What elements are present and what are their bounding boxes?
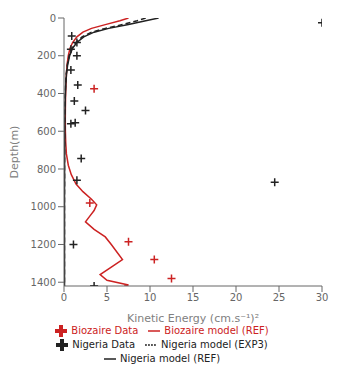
svg-text:10: 10: [144, 292, 157, 303]
html-text:Nigeria Data: Nigeria Data: [72, 339, 136, 350]
svg-text:Depth(m): Depth(m): [8, 126, 21, 179]
svg-text:5: 5: [104, 292, 110, 303]
svg-text:20: 20: [230, 292, 243, 303]
svg-text:800: 800: [37, 164, 56, 175]
svg-text:400: 400: [37, 88, 56, 99]
svg-text:1400: 1400: [31, 277, 56, 288]
svg-text:200: 200: [37, 50, 56, 61]
html-text:Nigeria model (REF): Nigeria model (REF): [120, 353, 220, 364]
svg-text:1000: 1000: [31, 201, 56, 212]
svg-text:25: 25: [273, 292, 286, 303]
svg-text:15: 15: [187, 292, 200, 303]
svg-text:Kinetic Energy (cm.s⁻¹)²: Kinetic Energy (cm.s⁻¹)²: [127, 312, 259, 325]
html-text:Biozaire Data: Biozaire Data: [71, 325, 139, 336]
svg-text:0: 0: [50, 13, 56, 24]
html-text:Biozaire model (REF): Biozaire model (REF): [164, 325, 269, 336]
svg-text:0: 0: [61, 292, 67, 303]
svg-text:1200: 1200: [31, 239, 56, 250]
svg-text:30: 30: [316, 292, 329, 303]
svg-text:600: 600: [37, 126, 56, 137]
html-text:Nigeria model (EXP3): Nigeria model (EXP3): [161, 339, 268, 350]
